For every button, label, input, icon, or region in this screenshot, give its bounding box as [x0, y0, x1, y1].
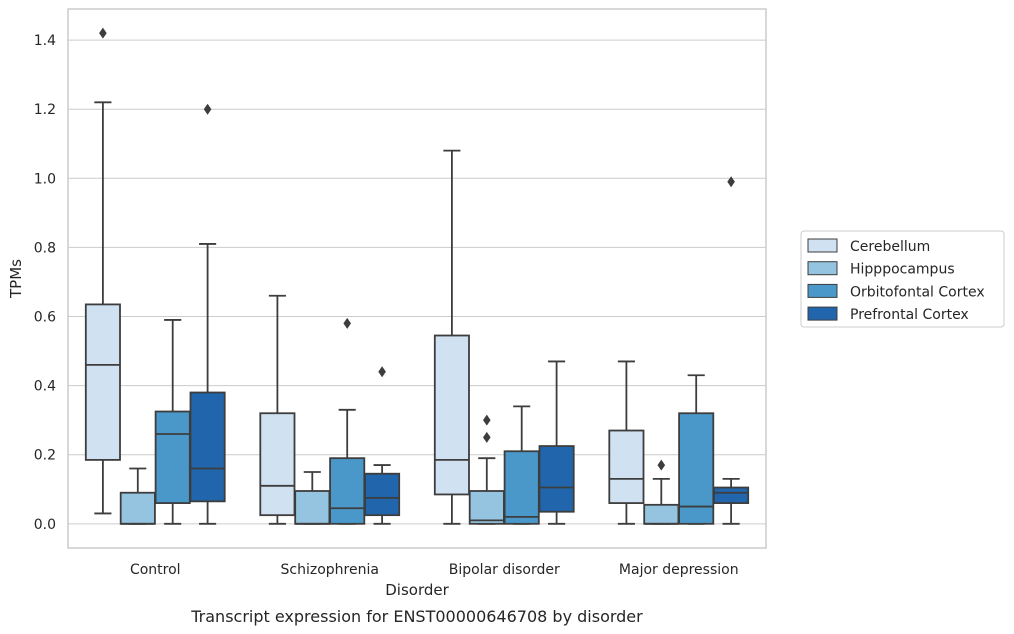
outlier-point: [727, 176, 735, 188]
x-tick-label: Major depression: [619, 562, 739, 578]
box-body: [259, 412, 296, 517]
box-orbitofontal-cortex: [329, 317, 366, 525]
box-orbitofontal-cortex: [154, 319, 191, 525]
box-body: [713, 486, 750, 504]
box-prefrontal-cortex: [538, 360, 575, 525]
legend-swatch: [807, 261, 838, 276]
box-body: [608, 429, 645, 504]
legend-frame: [800, 230, 1005, 328]
legend-label: Hipppocampus: [850, 262, 955, 278]
y-tick-label: 0.8: [34, 240, 56, 256]
box-body: [678, 412, 715, 525]
box-orbitofontal-cortex: [503, 405, 540, 525]
y-tick-label: 1.2: [34, 102, 56, 118]
y-tick-label: 0.6: [34, 310, 56, 326]
legend-swatch: [807, 238, 838, 253]
box-hipppocampus: [294, 471, 331, 525]
y-tick-label: 0.4: [34, 379, 56, 395]
box-body: [538, 445, 575, 513]
outlier-point: [483, 414, 491, 426]
legend-label: Orbitofontal Cortex: [850, 284, 985, 300]
legend-label: Prefrontal Cortex: [850, 307, 969, 323]
outlier-point: [378, 366, 386, 378]
box-body: [154, 410, 191, 504]
legend: Cerebellum Hipppocampus Orbitofontal Corte…: [800, 230, 1005, 328]
outlier-point: [343, 317, 351, 329]
box-body: [189, 391, 226, 503]
box-body: [294, 490, 331, 525]
box-hipppocampus: [468, 414, 505, 525]
box-cerebellum: [259, 294, 296, 525]
box-hipppocampus: [643, 459, 680, 525]
y-axis-label: TPMs: [7, 259, 25, 299]
outlier-point: [99, 27, 107, 39]
outlier-point: [203, 103, 212, 115]
outlier-point: [657, 459, 666, 471]
x-tick-label: Control: [130, 562, 181, 578]
y-tick-label: 1.0: [34, 171, 56, 187]
outlier-point: [483, 431, 491, 443]
box-prefrontal-cortex: [713, 176, 750, 525]
plot-area-frame: [67, 8, 767, 549]
box-cerebellum: [608, 360, 645, 525]
y-tick-label: 0.0: [34, 517, 56, 533]
x-tick-label: Schizophrenia: [281, 562, 379, 578]
x-tick-label: Bipolar disorder: [449, 562, 560, 578]
legend-swatch: [807, 306, 838, 321]
chart-caption: Transcript expression for ENST0000064670…: [190, 607, 643, 626]
box-body: [503, 450, 540, 525]
box-orbitofontal-cortex: [678, 374, 715, 525]
box-hipppocampus: [119, 467, 156, 525]
box-body: [364, 472, 401, 517]
y-tick-label: 1.4: [34, 33, 56, 49]
box-body: [329, 457, 366, 525]
box-body: [119, 491, 156, 525]
box-body: [643, 503, 680, 525]
y-tick-label: 0.2: [34, 448, 56, 464]
x-axis-label: Disorder: [385, 581, 449, 599]
box-layer: [84, 27, 750, 525]
box-body: [84, 303, 121, 461]
box-prefrontal-cortex: [364, 366, 401, 525]
y-tick-labels: 0.0 0.2 0.4 0.6 0.8 1.0 1.2 1.4: [34, 33, 56, 533]
box-cerebellum: [84, 27, 121, 515]
box-prefrontal-cortex: [189, 103, 226, 525]
box-body: [433, 334, 470, 496]
x-tick-labels: Control Schizophrenia Bipolar disorder Majo…: [130, 562, 739, 578]
box-cerebellum: [433, 149, 470, 525]
legend-label: Cerebellum: [850, 239, 930, 255]
box-body: [468, 490, 505, 525]
legend-swatch: [807, 283, 838, 298]
